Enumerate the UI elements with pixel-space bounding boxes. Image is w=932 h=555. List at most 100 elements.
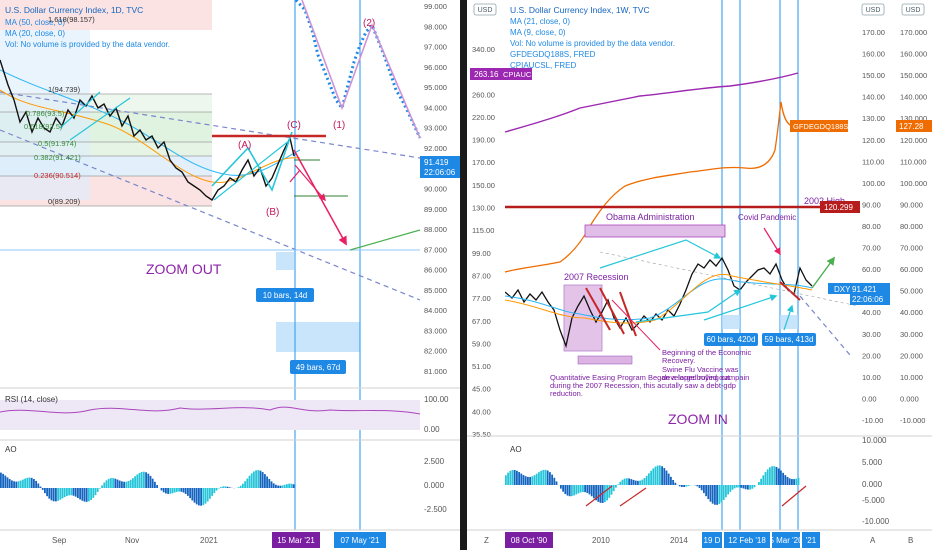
ao-bar: [650, 471, 652, 485]
obama-box: [585, 225, 725, 237]
ao-bar: [286, 484, 288, 488]
axis-tick-label: 20.000: [900, 351, 923, 360]
drop-arrow: [294, 150, 346, 244]
right-price-axis[interactable]: 170.00160.00150.00140.00130.00120.00110.…: [862, 28, 885, 425]
axis-tick-label: 81.000: [424, 367, 447, 376]
ao-bar: [721, 485, 723, 502]
ao-bar: [531, 476, 533, 485]
ao-bar: [657, 466, 659, 485]
ao-bar: [62, 488, 64, 498]
axis-tick-label: 95.000: [424, 83, 447, 92]
ao-bar: [187, 488, 189, 496]
axis-tick-label: 160.00: [862, 50, 885, 59]
ao-bar: [509, 471, 511, 485]
rsi-axis-label: 0.00: [424, 425, 440, 434]
unit-tag-text: USD: [478, 7, 493, 14]
axis-tick-label: 98.000: [424, 22, 447, 31]
date-tag-text: 19 D: [704, 536, 721, 545]
ao-bar: [551, 475, 553, 485]
ao-bar: [655, 467, 657, 485]
ao-bar: [624, 479, 626, 485]
ao-bar: [556, 481, 558, 485]
ao-bar: [251, 473, 253, 488]
ao-bar: [112, 478, 114, 488]
ao-bar: [776, 467, 778, 485]
ao-bar: [213, 488, 215, 493]
legend-line: MA (9, close, 0): [510, 28, 566, 37]
ao-bar: [35, 481, 37, 488]
zoom-in-label: ZOOM IN: [668, 411, 728, 427]
ao-bar: [196, 488, 198, 504]
gdp-tag-value: 127.28: [899, 122, 924, 131]
ao-bar: [224, 486, 226, 488]
axis-tick-label: 0.000: [900, 394, 919, 403]
ao-bar: [284, 485, 286, 488]
ao-bar: [701, 485, 703, 490]
axis-tick-label: 80.000: [900, 222, 923, 231]
cpi-line: [505, 73, 798, 132]
ao-bar: [778, 468, 780, 485]
wave-label: (1): [333, 120, 345, 131]
price-axis[interactable]: 99.00098.00097.00096.00095.00094.00093.0…: [424, 2, 447, 376]
far-right-price-axis[interactable]: 170.000160.000150.000140.000130.000120.0…: [900, 28, 927, 425]
ao-bar: [57, 488, 59, 501]
ao-bar: [53, 488, 55, 501]
ao-bar: [207, 488, 209, 501]
ao-bar: [553, 478, 555, 485]
price-tag-value: 91.419: [424, 158, 449, 167]
ao-axis-label: -2.500: [424, 505, 447, 514]
ao-bar: [507, 473, 509, 485]
left-price-axis[interactable]: 340.00300.00260.00220.00190.00170.00150.…: [472, 45, 495, 439]
ao-bar: [668, 474, 670, 485]
ao-bar: [538, 472, 540, 485]
ao-bar: [156, 485, 158, 488]
ao-bar: [46, 488, 48, 496]
ao-bar: [130, 480, 132, 488]
divergence-line: [620, 488, 646, 506]
price-tag-time: 22:06:06: [424, 168, 456, 177]
ao-bar: [505, 475, 507, 485]
ao-bar: [562, 485, 564, 492]
wave-path: [302, 0, 420, 138]
ao-bar: [132, 478, 134, 488]
ao-bar: [169, 488, 171, 494]
ao-bar: [782, 473, 784, 485]
cpi-tag-value: 263.16: [474, 70, 499, 79]
ao-bar: [220, 487, 222, 488]
unit-tag-text: USD: [866, 7, 881, 14]
axis-tick-label: 170.000: [900, 28, 927, 37]
ao-axis-label: 2.500: [424, 457, 445, 466]
axis-tick-label: 150.00: [472, 181, 495, 190]
ao-bar: [29, 478, 31, 488]
ao-bar: [723, 485, 725, 500]
panel-divider[interactable]: [460, 0, 467, 550]
time-label: 2014: [670, 536, 688, 545]
ao-bar: [637, 481, 639, 485]
ao-bar: [268, 479, 270, 488]
wave-label: (B): [266, 207, 279, 218]
ao-bar: [780, 471, 782, 485]
measure-text: 59 bars, 413d: [765, 335, 814, 344]
ao-bar: [209, 488, 211, 499]
corner-letter: Z: [484, 536, 489, 545]
ao-bar: [77, 488, 79, 498]
ao-bar: [681, 485, 683, 487]
time-label: 2010: [592, 536, 610, 545]
axis-tick-label: 67.00: [472, 317, 491, 326]
dxy-tag-time: 22:06:06: [852, 295, 884, 304]
ao-bar: [191, 488, 193, 500]
ao-bar: [266, 477, 268, 488]
ao-bar: [784, 475, 786, 485]
ao-bar: [73, 488, 75, 496]
ao-bar: [95, 488, 97, 495]
ao-bar: [626, 478, 628, 485]
ao-bar: [716, 485, 718, 505]
ao-bar: [24, 479, 26, 488]
ao-bar: [545, 470, 547, 485]
ao-bar: [260, 471, 262, 488]
axis-tick-label: 88.000: [424, 225, 447, 234]
ao-bar: [707, 485, 709, 499]
axis-tick-label: 40.00: [862, 308, 881, 317]
ao-bar: [134, 476, 136, 488]
